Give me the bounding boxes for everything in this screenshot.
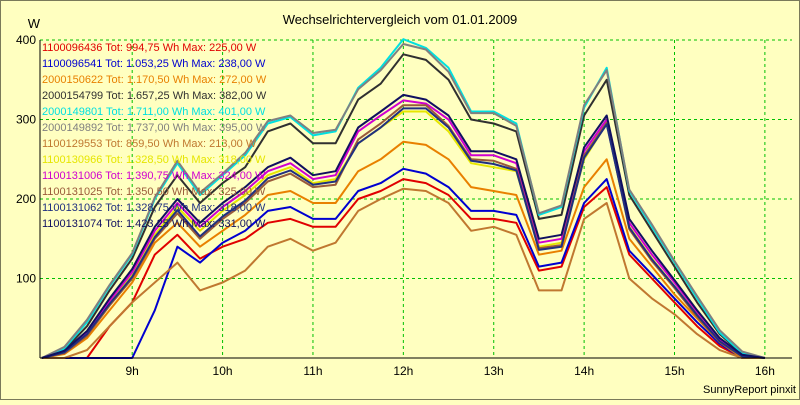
legend-entry-1100096436: 1100096436 Tot: 994,75 Wh Max: 225,00 W bbox=[42, 42, 257, 54]
x-tick-label: 10h bbox=[213, 364, 233, 378]
series-line-1100096436 bbox=[41, 178, 765, 359]
x-tick-label: 15h bbox=[664, 364, 684, 378]
x-tick-label: 13h bbox=[484, 364, 504, 378]
chart-title: Wechselrichtervergleich vom 01.01.2009 bbox=[283, 12, 518, 27]
series-line-1100131074 bbox=[41, 93, 766, 359]
y-tick-label: 200 bbox=[16, 192, 36, 206]
plot-area bbox=[40, 40, 792, 358]
series-line-1100129553 bbox=[41, 187, 765, 359]
series-line-1100131006 bbox=[41, 99, 766, 359]
x-tick-label: 14h bbox=[574, 364, 594, 378]
legend-entry-2000149801: 2000149801 Tot: 1.711,00 Wh Max: 401,00 … bbox=[42, 106, 266, 118]
y-tick-label: 400 bbox=[16, 33, 36, 47]
x-tick-label: 11h bbox=[303, 364, 322, 378]
series-line-2000154799 bbox=[41, 53, 766, 359]
legend-entry-1100131062: 1100131062 Tot: 1.328,75 Wh Max: 318,00 … bbox=[42, 202, 266, 214]
legend-entry-2000154799: 2000154799 Tot: 1.657,25 Wh Max: 382,00 … bbox=[42, 90, 267, 102]
y-axis-label: W bbox=[28, 16, 41, 31]
x-tick-label: 16h bbox=[755, 364, 775, 378]
series-line-2000150622 bbox=[41, 140, 765, 359]
series-line-1100131062 bbox=[41, 107, 765, 359]
series-line-2000149892 bbox=[41, 43, 766, 359]
legend-entry-1100131074: 1100131074 Tot: 1.423,25 Wh Max: 331,00 … bbox=[42, 218, 266, 230]
legend-entry-1100131006: 1100131006 Tot: 1.390,75 Wh Max: 324,00 … bbox=[42, 170, 266, 182]
legend-entry-2000149892: 2000149892 Tot: 1.737,00 Wh Max: 395,00 … bbox=[42, 122, 267, 134]
x-tick-label: 12h bbox=[393, 364, 413, 378]
legend-entry-1100129553: 1100129553 Tot: 859,50 Wh Max: 213,00 W bbox=[42, 138, 257, 150]
axes bbox=[39, 40, 792, 359]
legend: 1100096436 Tot: 994,75 Wh Max: 225,00 W 1… bbox=[42, 42, 267, 230]
legend-entry-1100096541: 1100096541 Tot: 1.053,25 Wh Max: 238,00 … bbox=[42, 58, 266, 70]
legend-entry-2000150622: 2000150622 Tot: 1.170,50 Wh Max: 272,00 … bbox=[42, 74, 267, 86]
legend-entry-1100130966: 1100130966 Tot: 1.328,50 Wh Max: 318,00 … bbox=[42, 154, 266, 166]
legend-entry-1100131025: 1100131025 Tot: 1.350,50 Wh Max: 325,00 … bbox=[42, 186, 266, 198]
series-lines bbox=[41, 38, 766, 359]
y-tick-label: 100 bbox=[16, 272, 36, 286]
tick-labels: 100 200 300 400 9h 10h 11h 12h 13h 14h 15h 16h bbox=[16, 33, 775, 378]
footer-credit: SunnyReport pinxit bbox=[703, 384, 796, 396]
y-tick-label: 300 bbox=[16, 113, 36, 127]
series-line-1100096541 bbox=[41, 167, 765, 359]
x-tick-label: 9h bbox=[126, 364, 139, 378]
